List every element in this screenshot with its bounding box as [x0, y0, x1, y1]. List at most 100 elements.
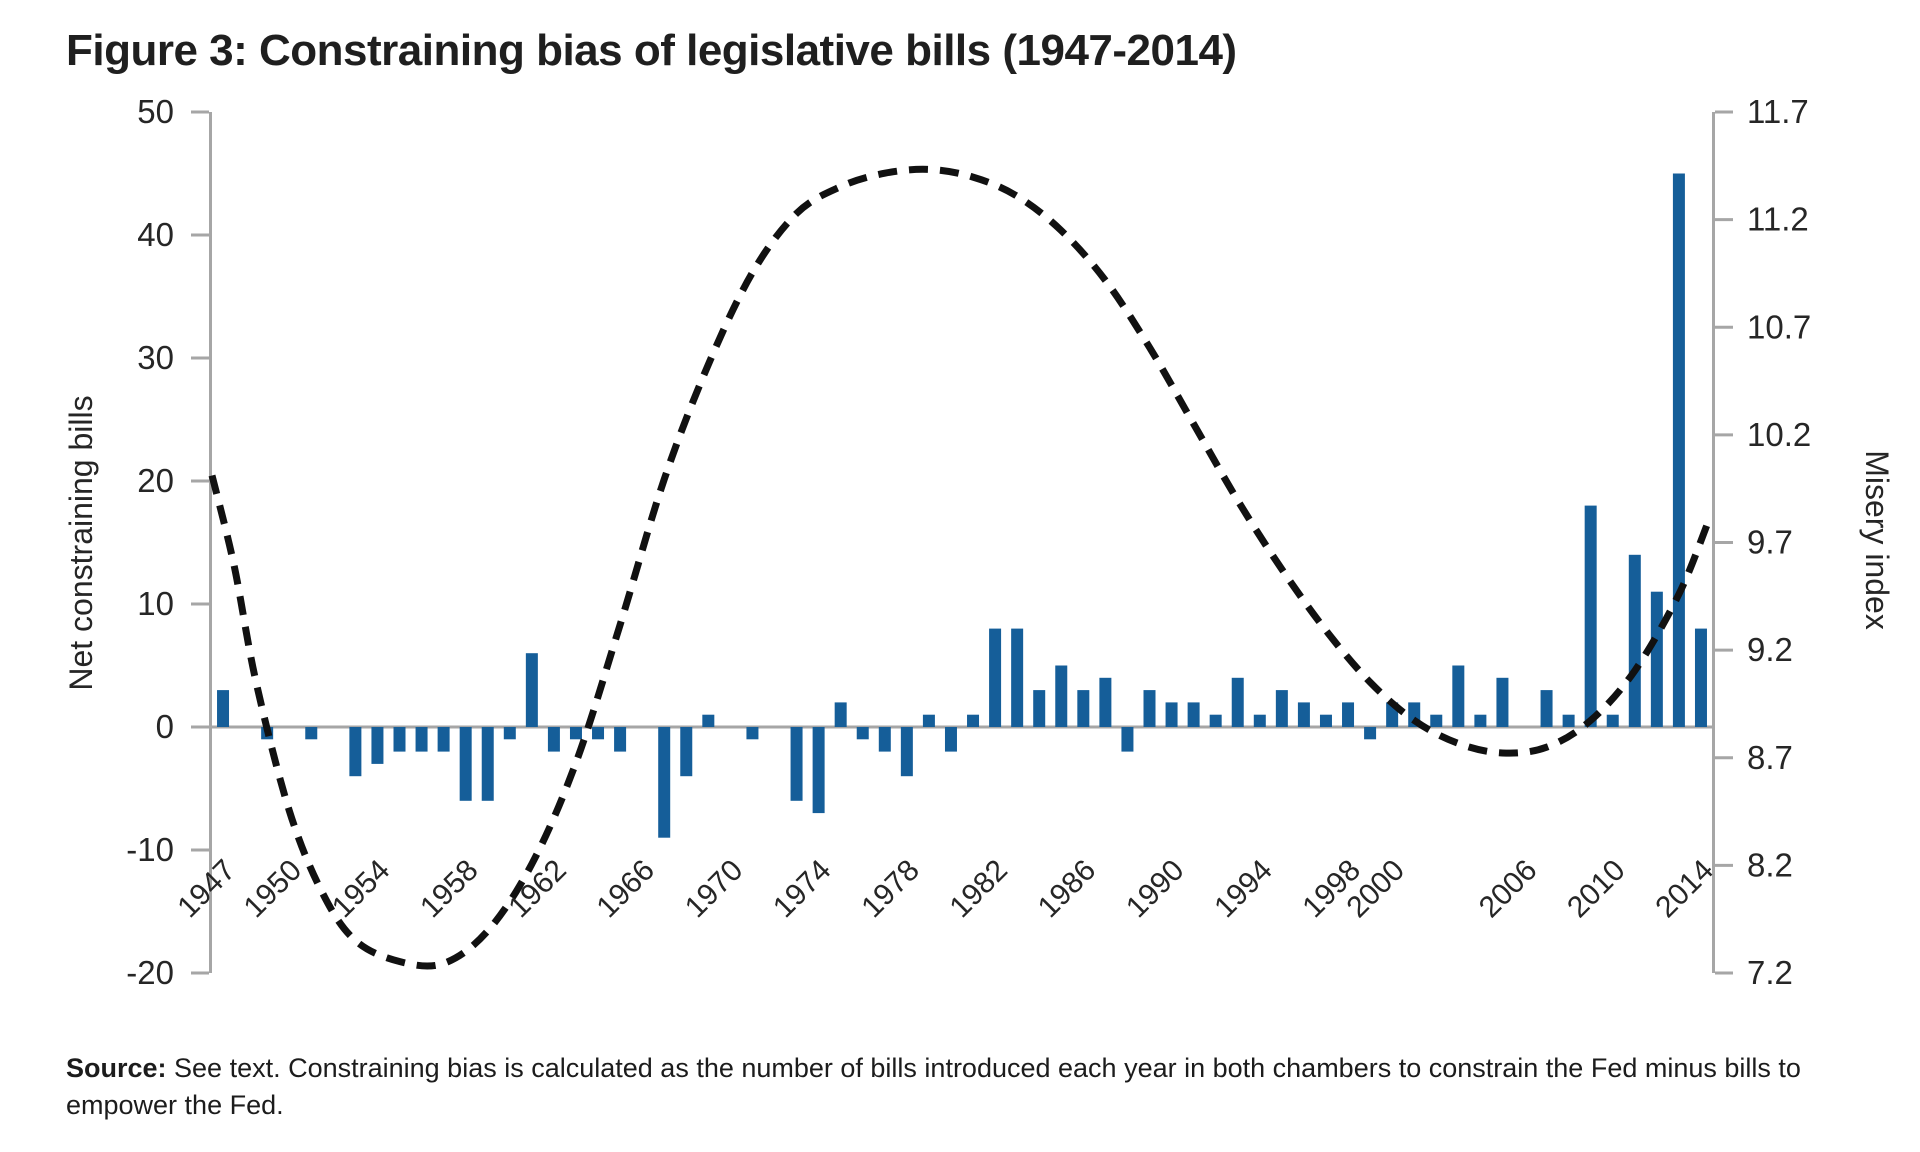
bar-1959 [481, 727, 494, 801]
bar-1954 [371, 727, 384, 764]
bar-2004 [1474, 714, 1487, 727]
bar-1969 [702, 714, 715, 727]
right-axis-tick-label: 11.2 [1747, 201, 1809, 238]
bar-1974 [812, 727, 825, 814]
bar-1989 [1143, 690, 1156, 727]
right-axis-tick [1715, 218, 1733, 222]
bar-2013 [1672, 173, 1685, 727]
right-axis-tick-label: 9.7 [1747, 524, 1793, 561]
x-axis-year-label: 1990 [1120, 854, 1191, 925]
left-axis-tick [191, 602, 209, 606]
left-axis-tick-label: 30 [137, 339, 174, 376]
bar-1947 [217, 690, 230, 727]
bar-1955 [393, 727, 406, 752]
bar-2010 [1606, 714, 1619, 727]
bar-2002 [1430, 714, 1443, 727]
right-axis-tick-label: 8.7 [1747, 739, 1793, 776]
bar-1960 [503, 727, 516, 740]
left-axis-title: Net constraining bills [63, 395, 99, 690]
x-axis-year-label: 1958 [414, 854, 485, 925]
x-axis-year-label: 1947 [171, 854, 242, 925]
x-axis-year-label: 1986 [1032, 854, 1103, 925]
right-axis-tick [1715, 110, 1733, 114]
bar-1991 [1187, 702, 1200, 727]
bar-2012 [1650, 591, 1663, 727]
chart-title: Figure 3: Constraining bias of legislati… [66, 26, 1237, 75]
right-axis-tick [1715, 325, 1733, 329]
bar-2005 [1496, 677, 1509, 727]
x-axis-year-label: 1978 [855, 854, 926, 925]
bar-1981 [967, 714, 980, 727]
bar-1979 [922, 714, 935, 727]
left-axis-tick-label: 20 [137, 462, 174, 499]
bar-1998 [1342, 702, 1355, 727]
bar-1993 [1231, 677, 1244, 727]
x-axis-year-label: 2006 [1473, 854, 1544, 925]
bar-1995 [1275, 690, 1288, 727]
right-axis-tick-label: 11.7 [1747, 93, 1809, 130]
x-axis-year-label: 1966 [591, 854, 662, 925]
x-axis-year-label: 1970 [679, 854, 750, 925]
right-axis-tick [1715, 863, 1733, 867]
bar-1976 [856, 727, 869, 740]
right-axis-title: Misery index [1859, 450, 1895, 630]
bar-1988 [1121, 727, 1134, 752]
bar-2011 [1628, 554, 1641, 727]
right-axis-tick [1715, 971, 1733, 975]
bar-1967 [658, 727, 671, 838]
left-axis-tick-label: 0 [156, 708, 174, 745]
bar-1963 [569, 727, 582, 740]
bar-1985 [1055, 665, 1068, 727]
source-note: Source: See text. Constraining bias is c… [66, 1050, 1876, 1124]
bar-2008 [1562, 714, 1575, 727]
right-axis-tick-label: 9.2 [1747, 631, 1793, 668]
left-axis-tick [191, 110, 209, 114]
bar-1994 [1253, 714, 1266, 727]
x-axis-year-label: 1974 [767, 854, 838, 925]
left-axis-tick-label: 40 [137, 216, 174, 253]
zero-line [209, 725, 1712, 729]
left-axis-tick-label: -20 [126, 954, 174, 991]
left-axis-tick [191, 356, 209, 360]
bar-2007 [1540, 690, 1553, 727]
bar-1997 [1319, 714, 1332, 727]
left-axis-tick-label: -10 [126, 831, 174, 868]
bar-1973 [790, 727, 803, 801]
bar-1978 [900, 727, 913, 777]
left-axis-tick [191, 971, 209, 975]
bar-1992 [1209, 714, 1222, 727]
x-axis-year-label: 1982 [944, 854, 1015, 925]
bar-1986 [1077, 690, 1090, 727]
right-axis-tick-label: 10.7 [1747, 308, 1811, 345]
source-label: Source: [66, 1053, 167, 1083]
bar-1964 [592, 727, 605, 740]
left-axis-tick [191, 233, 209, 237]
right-axis-tick [1715, 756, 1733, 760]
right-axis-tick [1715, 541, 1733, 544]
x-axis-year-label: 1954 [326, 854, 397, 925]
bar-1958 [459, 727, 472, 801]
bar-1968 [680, 727, 693, 777]
bar-1951 [305, 727, 318, 740]
left-axis-line [209, 112, 212, 973]
bar-1962 [547, 727, 560, 752]
x-axis-year-label: 1950 [238, 854, 309, 925]
bar-1957 [437, 727, 450, 752]
x-axis-year-label: 2010 [1561, 854, 1632, 925]
bar-1953 [349, 727, 362, 777]
bar-1999 [1364, 727, 1377, 740]
bar-1977 [878, 727, 891, 752]
right-axis-tick-label: 8.2 [1747, 846, 1793, 883]
bar-1996 [1297, 702, 1310, 727]
source-text: See text. Constraining bias is calculate… [66, 1053, 1801, 1120]
right-axis-tick [1715, 433, 1733, 437]
right-axis-line [1712, 112, 1715, 973]
bar-1984 [1033, 690, 1046, 727]
right-axis-tick [1715, 648, 1733, 652]
bar-1971 [746, 727, 759, 740]
bar-1983 [1011, 628, 1024, 727]
left-axis-tick [191, 479, 209, 483]
bar-1965 [614, 727, 627, 752]
